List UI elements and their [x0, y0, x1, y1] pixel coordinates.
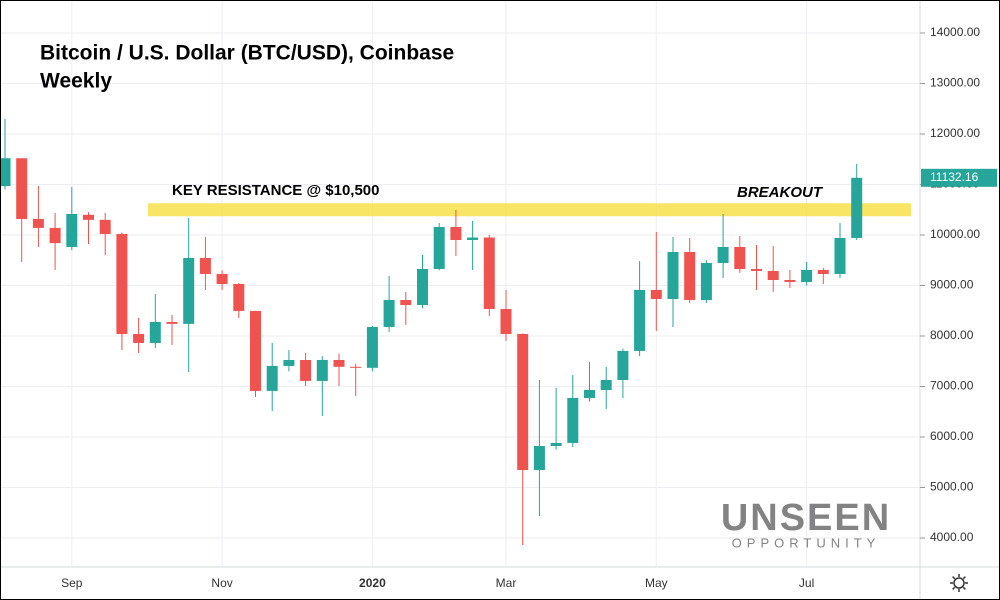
- candle-body: [250, 310, 261, 391]
- candle-body: [0, 158, 11, 187]
- candle-body: [366, 326, 378, 368]
- candle-body: [83, 214, 94, 220]
- resistance-band: [148, 203, 911, 217]
- candle-body: [634, 289, 646, 351]
- candle-body: [183, 257, 195, 324]
- x-tick-label: Nov: [211, 576, 232, 590]
- candle-body: [533, 445, 545, 470]
- candle-body: [350, 366, 362, 368]
- candle-body: [99, 219, 111, 234]
- candle-body: [149, 321, 161, 343]
- candle-body: [617, 350, 629, 380]
- candle-body: [700, 262, 712, 300]
- chart-subtitle: Weekly: [40, 70, 112, 93]
- grid: [0, 0, 920, 567]
- x-tick-label: Mar: [496, 576, 517, 590]
- candle-body: [32, 218, 44, 228]
- candle-body: [684, 252, 696, 300]
- x-tick-label: Sep: [61, 576, 83, 590]
- candle-body: [133, 333, 145, 343]
- y-tick-label: 4000.00: [930, 530, 974, 544]
- chart-title: Bitcoin / U.S. Dollar (BTC/USD), Coinbas…: [40, 42, 454, 65]
- candle-body: [383, 299, 395, 327]
- annotation: BREAKOUT: [737, 184, 824, 201]
- x-tick-label: May: [645, 576, 668, 590]
- y-tick-label: 13000.00: [930, 76, 980, 90]
- marks: [0, 118, 911, 545]
- y-tick-label: 12000.00: [930, 126, 980, 140]
- candle-body: [801, 269, 813, 282]
- candle-body: [784, 279, 796, 282]
- settings-icon[interactable]: [950, 574, 968, 592]
- candle-body: [550, 442, 562, 446]
- candle-body: [817, 269, 829, 274]
- candle-body: [400, 299, 412, 305]
- candle-body: [717, 246, 729, 263]
- y-tick-label: 7000.00: [930, 379, 974, 393]
- candle-body: [283, 359, 295, 366]
- x-tick-label: Jul: [799, 576, 814, 590]
- candle-body: [16, 158, 28, 219]
- candle-body: [584, 389, 595, 398]
- y-tick-label: 8000.00: [930, 328, 974, 342]
- y-tick-label: 5000.00: [930, 480, 974, 494]
- y-tick-label: 14000.00: [930, 25, 980, 39]
- candle-body: [266, 365, 278, 391]
- last-price-label: 11132.16: [930, 170, 979, 184]
- candle-body: [767, 270, 779, 280]
- candle-body: [233, 283, 245, 311]
- candle-body: [600, 379, 612, 390]
- annotation: KEY RESISTANCE @ $10,500: [172, 182, 380, 199]
- candle-body: [116, 233, 128, 334]
- candle-body: [199, 257, 211, 274]
- candle-body: [483, 237, 495, 309]
- last-price-box: [921, 168, 997, 187]
- watermark-tagline: OPPORTUNITY: [732, 535, 881, 550]
- candle-body: [450, 226, 462, 240]
- candle-body: [417, 268, 428, 305]
- candle-body: [834, 237, 846, 274]
- candle-body: [567, 397, 579, 443]
- candle-body: [734, 246, 746, 269]
- candle-body: [667, 252, 679, 299]
- candle-body: [166, 321, 178, 324]
- watermark: UNSEEN: [721, 497, 891, 539]
- y-tick-label: 10000.00: [930, 227, 980, 241]
- candle-body: [650, 289, 662, 299]
- x-tick-label: 2020: [359, 576, 386, 590]
- candle-body: [433, 226, 445, 269]
- candle-body: [517, 333, 529, 470]
- candle-body: [467, 237, 479, 240]
- candle-body: [316, 359, 328, 381]
- y-tick-label: 6000.00: [930, 429, 974, 443]
- candle-body: [300, 359, 312, 381]
- candle-body: [851, 177, 863, 238]
- candle-body: [333, 359, 345, 367]
- candle-body: [66, 213, 78, 247]
- candle-body: [751, 268, 762, 271]
- candle-body: [216, 273, 228, 284]
- candle-body: [500, 308, 512, 334]
- candle-body: [49, 227, 61, 244]
- y-tick-label: 9000.00: [930, 278, 974, 292]
